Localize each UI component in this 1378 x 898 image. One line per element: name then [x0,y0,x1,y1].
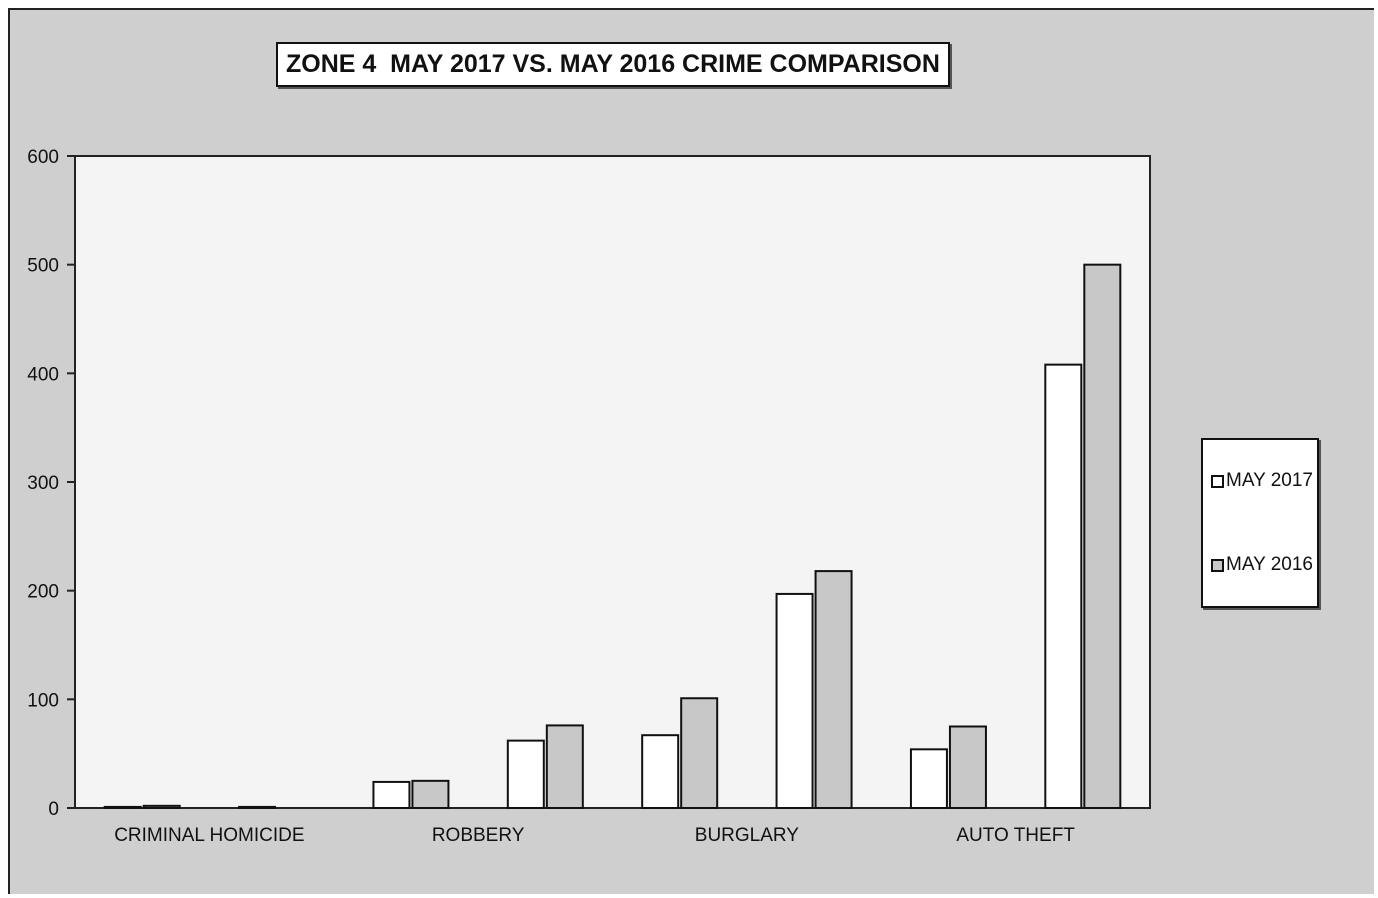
bar-series-1-cat-1 [103,805,142,809]
bar-series-2-cat-7 [948,725,987,809]
bar-series-1-cat-3 [372,780,411,809]
bar-series-2-cat-8 [1083,263,1122,809]
legend-item-series-2: MAY 2016 [1211,554,1313,576]
bar-series-2-cat-1 [142,804,181,809]
bar-series-2-cat-5 [680,697,719,809]
x-category-label: BURGLARY [695,825,800,846]
legend-label-series-1: MAY 2017 [1226,470,1313,491]
bar-series-1-cat-5 [641,734,680,810]
legend-swatch-series-1 [1211,474,1224,488]
bar-series-1-cat-8 [1044,363,1083,809]
bar-series-1-cat-2 [238,805,277,809]
y-tick-label: 500 [27,256,59,277]
bar-series-1-cat-4 [506,739,545,809]
x-category-label: AUTO THEFT [956,825,1075,846]
y-tick-label: 100 [27,690,59,711]
legend-item-series-1: MAY 2017 [1211,470,1313,492]
bar-series-1-cat-7 [909,748,948,810]
y-tick-label: 300 [27,473,59,494]
legend-swatch-series-2 [1211,558,1224,572]
legend-label-series-2: MAY 2016 [1226,554,1313,575]
x-category-label: CRIMINAL HOMICIDE [114,825,304,846]
chart-title: ZONE 4 MAY 2017 VS. MAY 2016 CRIME COMPA… [276,42,950,87]
bar-series-2-cat-3 [411,779,450,809]
legend: MAY 2017 MAY 2016 [1201,438,1319,608]
y-tick-label: 200 [27,582,59,603]
y-tick-label: 0 [48,799,59,820]
y-tick-label: 400 [27,364,59,385]
bar-series-2-cat-4 [545,724,584,809]
bar-series-1-cat-6 [775,592,814,810]
bar-series-2-cat-6 [814,570,853,810]
y-tick-label: 600 [27,147,59,168]
plot-area [74,155,1151,809]
x-category-label: ROBBERY [432,825,525,846]
